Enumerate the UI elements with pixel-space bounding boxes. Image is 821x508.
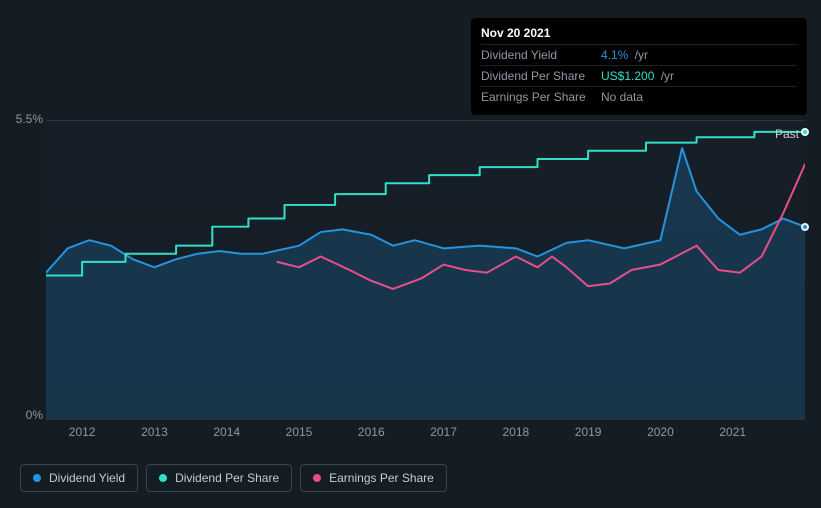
x-tick: 2015 [286, 425, 313, 439]
tooltip-date: Nov 20 2021 [481, 26, 797, 40]
legend-dot-icon [33, 474, 41, 482]
legend-label: Dividend Per Share [175, 471, 279, 485]
x-tick: 2021 [719, 425, 746, 439]
x-tick: 2017 [430, 425, 457, 439]
tooltip-row: Dividend Per ShareUS$1.200 /yr [481, 65, 797, 86]
tooltip-row: Dividend Yield4.1% /yr [481, 44, 797, 65]
x-tick: 2014 [213, 425, 240, 439]
y-axis-top: 5.5% [16, 112, 43, 126]
legend-item[interactable]: Dividend Per Share [146, 464, 292, 492]
chart-legend: Dividend Yield Dividend Per Share Earnings… [20, 464, 447, 492]
tooltip-value: 4.1% /yr [601, 48, 797, 62]
plot-area[interactable]: Past [46, 120, 805, 420]
tooltip-value: US$1.200 /yr [601, 69, 797, 83]
dividend-chart: 5.5% 0% Past 2012 2013 2014 2015 2016 2017 201… [16, 100, 805, 440]
dividend_per_share-end-marker [801, 128, 809, 136]
x-tick: 2013 [141, 425, 168, 439]
x-axis-labels: 2012 2013 2014 2015 2016 2017 2018 2019 2020 2021 [46, 425, 805, 445]
x-tick: 2016 [358, 425, 385, 439]
dividend_yield-end-marker [801, 223, 809, 231]
x-tick: 2018 [502, 425, 529, 439]
y-axis-bottom: 0% [26, 408, 43, 422]
x-tick: 2020 [647, 425, 674, 439]
legend-label: Dividend Yield [49, 471, 125, 485]
legend-label: Earnings Per Share [329, 471, 434, 485]
tooltip-label: Dividend Per Share [481, 69, 601, 83]
legend-dot-icon [159, 474, 167, 482]
legend-dot-icon [313, 474, 321, 482]
past-badge: Past [775, 127, 799, 141]
x-tick: 2019 [575, 425, 602, 439]
legend-item[interactable]: Dividend Yield [20, 464, 138, 492]
tooltip-label: Dividend Yield [481, 48, 601, 62]
x-tick: 2012 [69, 425, 96, 439]
legend-item[interactable]: Earnings Per Share [300, 464, 447, 492]
